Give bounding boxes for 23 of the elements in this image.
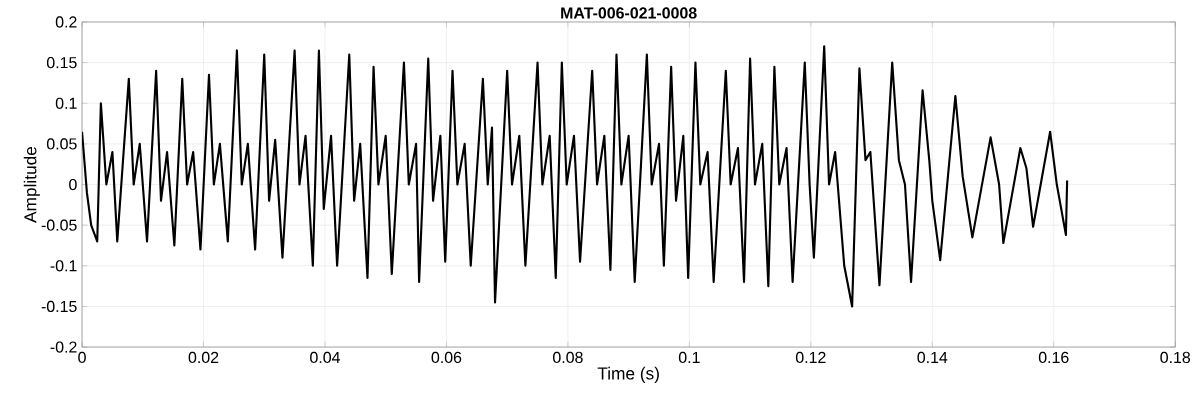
y-tick-label: 0.15 — [46, 56, 77, 69]
line-series — [82, 45, 1069, 308]
x-tick-label: 0.14 — [917, 351, 948, 364]
y-axis-title: Amplitude — [23, 146, 40, 223]
y-tick-label: -0.2 — [50, 341, 77, 353]
x-tick-label: 0.06 — [431, 351, 462, 364]
x-axis-title: Time (s) — [597, 366, 659, 383]
chart-title: MAT-006-021-0008 — [561, 7, 697, 19]
y-tick-label: -0.15 — [41, 300, 77, 313]
y-tick-label: 0 — [69, 178, 77, 191]
y-tick-label: 0.1 — [55, 97, 77, 109]
x-tick-label: 0.16 — [1038, 351, 1069, 364]
x-tick-label: 0.04 — [310, 351, 341, 364]
x-tick-label: 0.12 — [795, 351, 826, 364]
x-tick-label: 0.08 — [553, 351, 583, 364]
y-tick-label: -0.1 — [50, 260, 77, 272]
x-tick-label: 0.02 — [188, 351, 219, 364]
x-tick-label: 0.1 — [678, 351, 700, 364]
x-tick-label: 0.18 — [1160, 351, 1191, 364]
x-tick-label: 0 — [78, 351, 86, 364]
y-tick-label: -0.05 — [41, 219, 77, 231]
y-tick-label: 0.05 — [46, 138, 77, 150]
y-tick-label: 0.2 — [55, 16, 77, 28]
